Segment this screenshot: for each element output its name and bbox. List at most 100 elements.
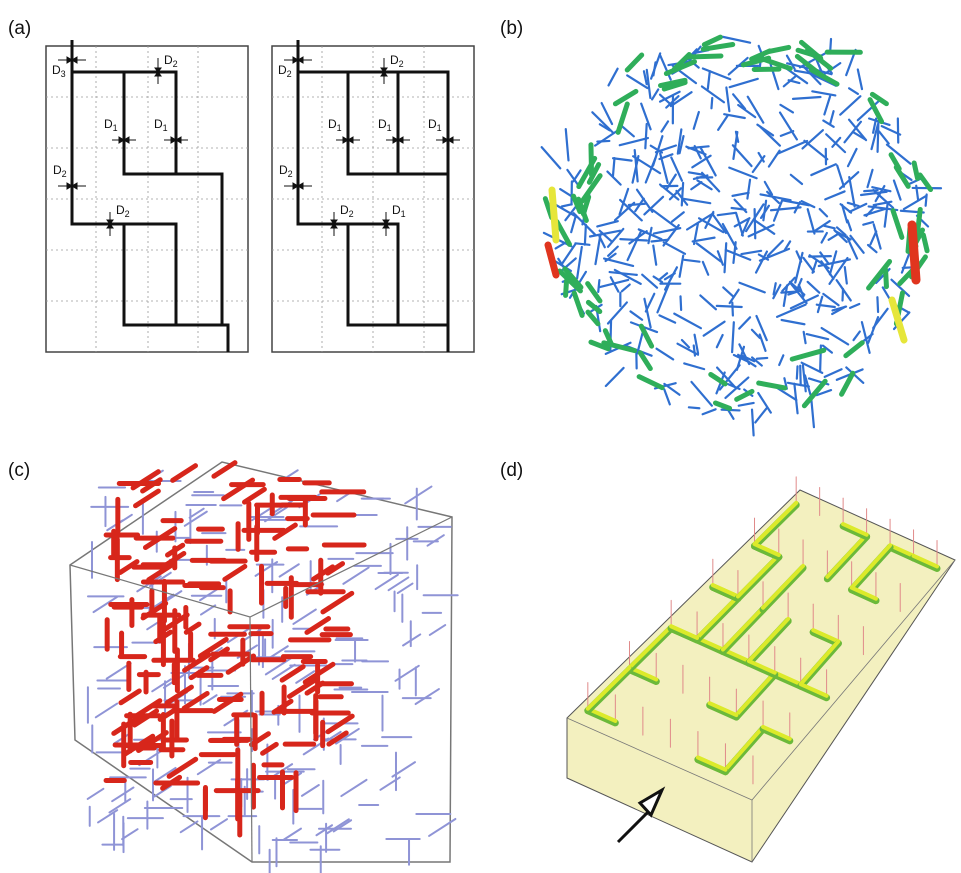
vessel-trunk (585, 281, 603, 304)
rod (720, 605, 766, 652)
vessel-segment (802, 330, 807, 345)
red-channel (304, 680, 326, 696)
blue-channel (428, 817, 457, 837)
red-channel (325, 713, 355, 735)
vessel-segment (782, 199, 811, 207)
vessel-segment (643, 297, 652, 329)
red-channel (140, 477, 163, 494)
vessel-trunk (588, 142, 595, 178)
blue-channel (92, 595, 119, 614)
rod (849, 543, 893, 590)
rod (585, 665, 632, 711)
vessel-segment (778, 111, 798, 141)
vessel-segment (654, 144, 678, 154)
red-channel (211, 460, 238, 479)
blue-channel (199, 604, 217, 616)
vessel-segment (738, 343, 751, 366)
vessel-segment (846, 219, 853, 232)
rod (735, 552, 781, 599)
vessel-trunk (700, 42, 736, 52)
vessel-segment (827, 233, 839, 241)
vessel-segment (574, 242, 591, 246)
blue-channel (278, 563, 300, 578)
vessel-segment (738, 316, 752, 330)
vessel-segment (831, 305, 847, 316)
vessel-segment (783, 240, 792, 252)
red-channel (221, 477, 256, 502)
vessel-segment (883, 201, 889, 228)
vessel-segment (811, 259, 818, 274)
blue-channel (402, 633, 422, 647)
vessel-segment (722, 286, 735, 298)
vessel-trunk (794, 53, 825, 78)
dim-label: D2 (278, 63, 292, 79)
vessel-segment (626, 230, 643, 262)
vessel-segment (789, 173, 804, 186)
vessel-trunk (684, 53, 724, 60)
vessel-segment (867, 316, 880, 345)
blue-channel (271, 663, 296, 680)
vessel-segment (772, 283, 782, 300)
vessel-segment (591, 111, 615, 134)
vessel-segment (737, 401, 755, 407)
vessel-segment (825, 133, 847, 154)
vessel-trunk (585, 299, 603, 315)
vessel-segment (676, 128, 683, 155)
vessel-segment (636, 332, 644, 355)
vessel-segment (872, 200, 893, 207)
vessel-segment (576, 245, 583, 280)
vessel-segment (802, 65, 822, 86)
vessel-trunk (888, 152, 902, 172)
dim-label: D3 (52, 63, 66, 79)
blue-channel (374, 573, 399, 591)
dim-label: D2 (116, 203, 130, 219)
vessel-segment (733, 198, 748, 214)
vessel-segment (695, 242, 722, 263)
dim-label: D1 (378, 117, 392, 133)
vessel-segment (802, 256, 815, 273)
vessel-segment (872, 188, 895, 209)
vessel-segment (753, 219, 776, 235)
blue-channel (396, 582, 414, 595)
vessel-segment (701, 67, 732, 81)
vessel-segment (786, 381, 810, 388)
vessel-segment (560, 203, 573, 208)
vessel-segment (835, 226, 847, 237)
vessel-segment (734, 130, 740, 143)
vessel-segment (699, 294, 717, 311)
vessel-segment (665, 95, 680, 109)
vessel-trunk (920, 232, 930, 254)
vessel-segment (789, 282, 808, 305)
vessel-segment (750, 408, 755, 437)
vessel-segment (607, 67, 619, 87)
red-channel (118, 688, 142, 706)
vessel-segment (670, 156, 684, 182)
vessel-segment (848, 175, 856, 208)
vessel-segment (740, 218, 750, 237)
vessel-segment (692, 110, 700, 130)
vessel-segment (801, 129, 824, 150)
vessel-segment (701, 408, 717, 416)
vessel-segment (656, 283, 670, 314)
inlet-arrow (616, 786, 666, 844)
blue-channel (295, 670, 316, 684)
blue-channel (326, 818, 350, 835)
dimension-labels-left: D3 D2 D1 D1 D2 D2 (52, 53, 178, 219)
vessel-segment (660, 120, 670, 133)
vessel-segment (711, 212, 728, 235)
vessel-segment (843, 120, 863, 144)
vessel-segment (820, 326, 850, 346)
vessel-segment (880, 125, 902, 136)
vessel-trunk (789, 347, 827, 362)
red-channel (162, 612, 190, 632)
vessel-trunk (588, 339, 611, 352)
blue-channel (121, 828, 139, 841)
vessel-trunk (637, 350, 653, 372)
vessel-segment (551, 202, 578, 218)
vessel-segment (805, 332, 830, 341)
vessel-segment (721, 35, 752, 44)
vessel-segment (751, 155, 766, 174)
red-channel (182, 652, 212, 673)
vessel-segment (633, 149, 639, 183)
vessel-segment (847, 87, 860, 96)
